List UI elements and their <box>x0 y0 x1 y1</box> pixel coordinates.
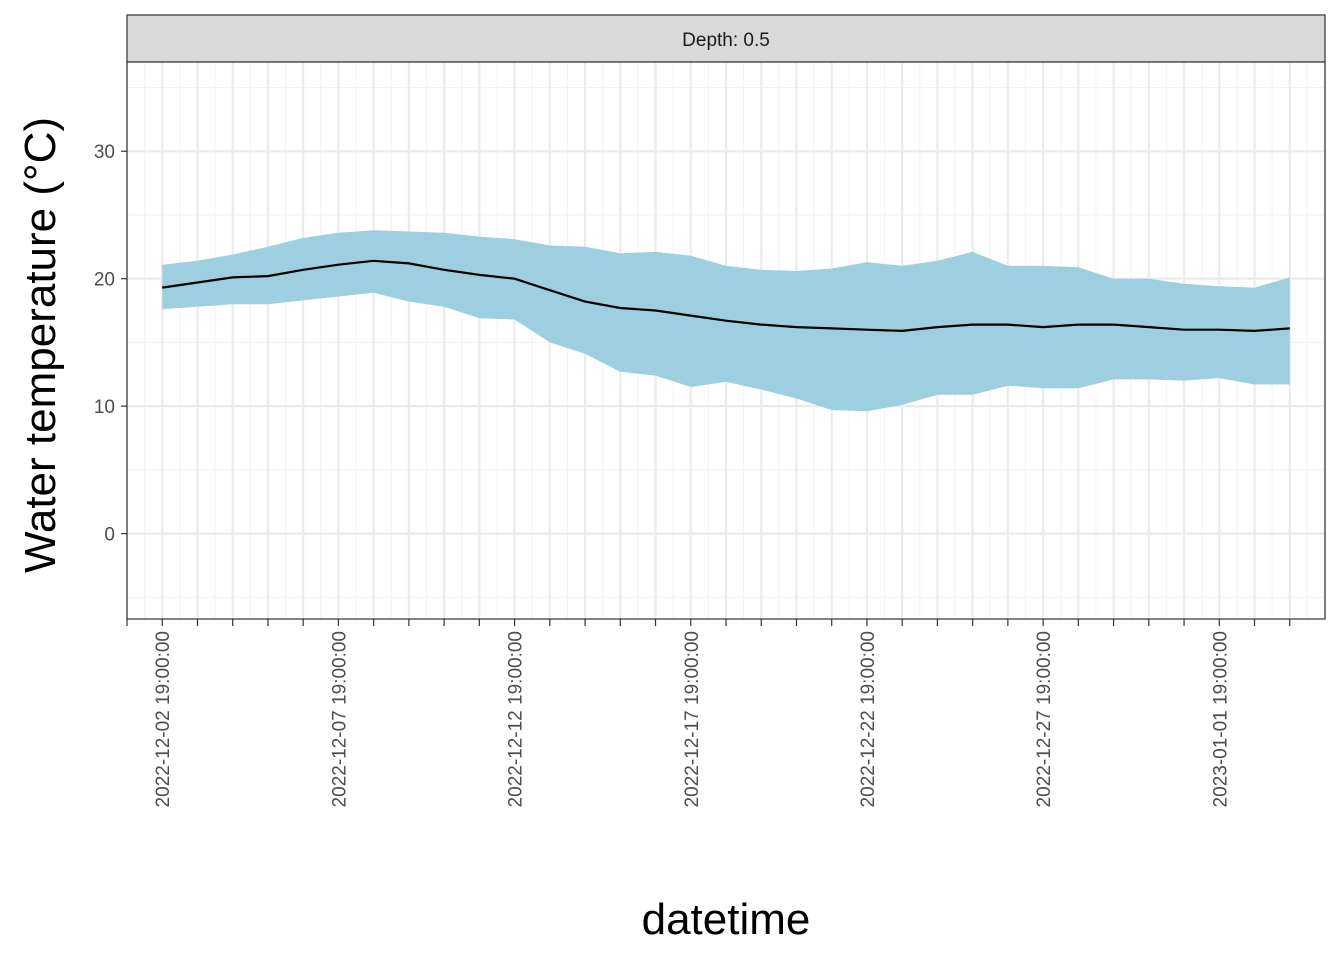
x-tick-label: 2022-12-07 19:00:00 <box>329 631 350 807</box>
y-axis-title: Water temperature (°C) <box>16 117 65 573</box>
x-axis-title: datetime <box>642 895 811 944</box>
x-tick-label: 2022-12-12 19:00:00 <box>506 631 527 807</box>
y-axis: 0 10 20 30 <box>94 142 127 546</box>
y-tick-label: 30 <box>94 142 115 163</box>
y-tick-label: 10 <box>94 397 115 418</box>
y-tick-label: 0 <box>104 525 115 546</box>
facet-strip <box>126 14 1326 63</box>
x-tick-label: 2022-12-02 19:00:00 <box>153 631 174 807</box>
mean-line <box>162 259 1290 333</box>
x-axis: 2022-12-02 19:00:00 2022-12-07 19:00:00 20… <box>126 619 1291 807</box>
x-tick-label: 2022-12-22 19:00:00 <box>858 631 879 807</box>
y-tick-label: 20 <box>94 270 115 291</box>
x-tick-label: 2022-12-27 19:00:00 <box>1034 631 1055 807</box>
x-tick-label: 2023-01-01 19:00:00 <box>1210 631 1231 807</box>
x-tick-label: 2022-12-17 19:00:00 <box>682 631 703 807</box>
facet-strip-label: Depth: 0.5 <box>682 30 770 51</box>
